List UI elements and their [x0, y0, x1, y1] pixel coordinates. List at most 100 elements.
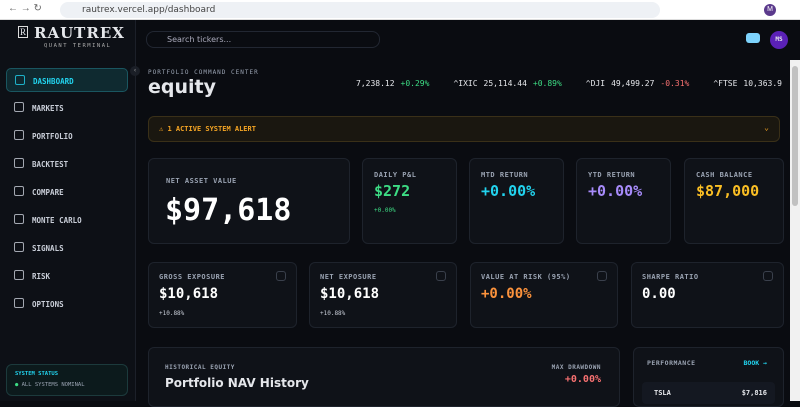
- profile[interactable]: M: [764, 4, 776, 16]
- metric-value: $97,618: [165, 193, 292, 228]
- exposure-label: SHARPE RATIO: [642, 273, 699, 281]
- logo: RAUTREX: [34, 24, 125, 42]
- nav-item[interactable]: MONTE CARLO: [6, 208, 128, 232]
- ticker-item: 7,238.12 +0.29%: [356, 79, 435, 88]
- performance-panel: PERFORMANCE BOOK → TSLA $7,816: [633, 347, 784, 407]
- exposure-card: NET EXPOSURE $10,618 +10.88%: [309, 262, 457, 328]
- nav-icon: [14, 214, 24, 224]
- nav-icon: [14, 186, 24, 196]
- history-eyebrow: HISTORICAL EQUITY: [165, 364, 235, 371]
- exposure-icon: [436, 271, 446, 281]
- nav-item[interactable]: BACKTEST: [6, 152, 128, 176]
- metric-value: $272: [374, 182, 411, 200]
- metric-value: +0.00%: [481, 182, 536, 200]
- ticker-change: +0.29%: [400, 79, 430, 88]
- drawdown-value: +0.00%: [564, 374, 601, 385]
- status-text-value: ALL SYSTEMS NOMINAL: [21, 382, 85, 388]
- metric-value: $87,000: [696, 182, 760, 200]
- ticker-change: -0.31%: [660, 79, 690, 88]
- alert-label: 1 ACTIVE SYSTEM ALERT: [167, 125, 256, 133]
- history-title: Portfolio NAV History: [165, 376, 309, 390]
- nav-item[interactable]: MARKETS: [6, 96, 128, 120]
- ticker-symbol: ^IXIC: [453, 79, 478, 88]
- status-text: ● ALL SYSTEMS NOMINAL: [15, 382, 85, 388]
- exposure-icon: [276, 271, 286, 281]
- metric-sub: +0.00%: [374, 207, 396, 214]
- nav-icon: [14, 242, 24, 252]
- avatar[interactable]: MS: [770, 31, 788, 49]
- nav-icon: [14, 270, 24, 280]
- eyebrow: PORTFOLIO COMMAND CENTER: [148, 69, 259, 76]
- search[interactable]: Search tickers...: [146, 31, 380, 48]
- drawdown-label: MAX DRAWDOWN: [551, 364, 601, 371]
- nav-icon: [14, 158, 24, 168]
- tagline: QUANT TERMINAL: [44, 43, 112, 49]
- performance-title: PERFORMANCE: [647, 359, 696, 367]
- alert-text: ⚠ 1 ACTIVE SYSTEM ALERT: [159, 125, 256, 133]
- metric-label: MTD RETURN: [481, 171, 529, 179]
- metric-card: DAILY P&L $272 +0.00%: [362, 158, 457, 244]
- nav-item[interactable]: SIGNALS: [6, 236, 128, 260]
- metric-card: YTD RETURN +0.00%: [576, 158, 671, 244]
- exposure-sub: +10.88%: [159, 310, 185, 317]
- nav-item[interactable]: COMPARE: [6, 180, 128, 204]
- metric-card: CASH BALANCE $87,000: [684, 158, 784, 244]
- metric-card: NET ASSET VALUE $97,618: [148, 158, 350, 244]
- nav-buttons[interactable]: ← → ↻: [8, 3, 42, 14]
- nav-icon: [14, 298, 24, 308]
- exposure-card: GROSS EXPOSURE $10,618 +10.88%: [148, 262, 297, 328]
- nav-item[interactable]: PORTFOLIO: [6, 124, 128, 148]
- icon[interactable]: [746, 33, 760, 43]
- ticker-price: 25,114.44: [483, 79, 527, 88]
- exposure-value: +0.00%: [481, 286, 532, 302]
- ticker-symbol: ^DJI: [585, 79, 606, 88]
- ticker-price: 10,363.9: [743, 79, 782, 88]
- exposure-value: $10,618: [159, 286, 219, 302]
- nav-icon: [14, 102, 24, 112]
- browser-bar: ← → ↻ rautrex.vercel.app/dashboard M: [0, 0, 800, 20]
- status-box: SYSTEM STATUS ● ALL SYSTEMS NOMINAL: [6, 364, 128, 396]
- performance-link[interactable]: BOOK →: [743, 359, 767, 367]
- nav-item[interactable]: RISK: [6, 264, 128, 288]
- scroll-thumb[interactable]: [792, 66, 798, 206]
- status-title: SYSTEM STATUS: [15, 371, 59, 377]
- exposure-value: $10,618: [320, 286, 380, 302]
- exposure-sub: +10.88%: [320, 310, 346, 317]
- exposure-card: VALUE AT RISK (95%) +0.00%: [470, 262, 618, 328]
- row-symbol: TSLA: [654, 389, 671, 397]
- ticker-symbol: ^FTSE: [713, 79, 738, 88]
- exposure-card: SHARPE RATIO 0.00: [631, 262, 784, 328]
- exposure-label: GROSS EXPOSURE: [159, 273, 226, 281]
- metric-label: YTD RETURN: [588, 171, 636, 179]
- ticker-item: ^DJI 49,499.27 -0.31%: [586, 79, 696, 88]
- exposure-label: NET EXPOSURE: [320, 273, 377, 281]
- scrollbar[interactable]: [790, 60, 800, 401]
- history-panel: HISTORICAL EQUITY Portfolio NAV History …: [148, 347, 620, 407]
- exposure-icon: [763, 271, 773, 281]
- row-value: $7,816: [741, 389, 767, 397]
- ticker-price: 49,499.27: [611, 79, 655, 88]
- ticker-item: ^IXIC 25,114.44 +0.89%: [453, 79, 567, 88]
- alert[interactable]: ⚠ 1 ACTIVE SYSTEM ALERT ⌄: [148, 116, 780, 142]
- nav-item[interactable]: DASHBOARD: [6, 68, 128, 92]
- ticker-change: +0.89%: [532, 79, 562, 88]
- metric-label: DAILY P&L: [374, 171, 417, 179]
- nav-item[interactable]: OPTIONS: [6, 292, 128, 316]
- ticker-price: 7,238.12: [356, 79, 395, 88]
- sidebar: R RAUTREX QUANT TERMINAL SYSTEM STATUS ●…: [0, 20, 136, 401]
- alert-chevron: ⌄: [764, 123, 769, 132]
- exposure-icon: [597, 271, 607, 281]
- logo-mark: R: [18, 26, 28, 38]
- metric-label: NET ASSET VALUE: [166, 177, 237, 185]
- metric-value: +0.00%: [588, 182, 643, 200]
- metric-label: CASH BALANCE: [696, 171, 753, 179]
- address-bar[interactable]: rautrex.vercel.app/dashboard: [60, 2, 660, 18]
- nav-icon: [15, 75, 25, 85]
- exposure-value: 0.00: [642, 286, 676, 302]
- nav-icon: [14, 130, 24, 140]
- performance-row: TSLA $7,816: [642, 382, 775, 404]
- metric-card: MTD RETURN +0.00%: [469, 158, 564, 244]
- collapse[interactable]: ‹: [130, 66, 140, 76]
